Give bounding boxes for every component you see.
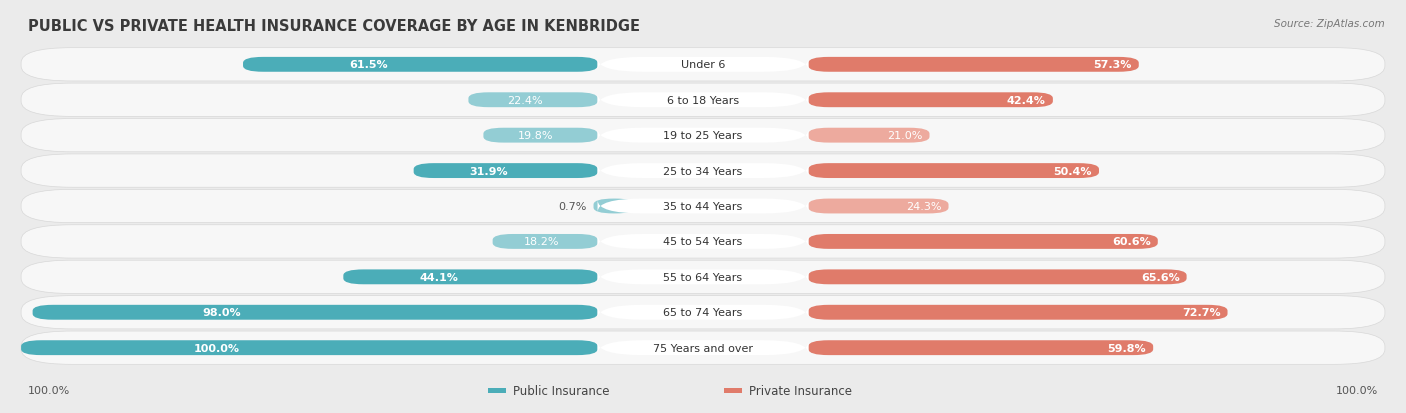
Bar [724,387,742,393]
Text: 18.2%: 18.2% [524,237,560,247]
FancyBboxPatch shape [243,58,598,73]
Text: 0.7%: 0.7% [558,202,586,211]
FancyBboxPatch shape [808,164,1099,178]
FancyBboxPatch shape [21,49,1385,82]
Text: 45 to 54 Years: 45 to 54 Years [664,237,742,247]
FancyBboxPatch shape [598,164,808,178]
Text: PUBLIC VS PRIVATE HEALTH INSURANCE COVERAGE BY AGE IN KENBRIDGE: PUBLIC VS PRIVATE HEALTH INSURANCE COVER… [28,19,640,33]
FancyBboxPatch shape [808,58,1139,73]
Bar [488,387,506,393]
FancyBboxPatch shape [598,199,808,214]
Text: 31.9%: 31.9% [468,166,508,176]
FancyBboxPatch shape [343,270,598,285]
FancyBboxPatch shape [598,93,808,108]
Text: Private Insurance: Private Insurance [749,384,852,397]
Text: 72.7%: 72.7% [1182,308,1220,318]
FancyBboxPatch shape [598,128,808,143]
FancyBboxPatch shape [21,296,1385,329]
Text: 21.0%: 21.0% [887,131,922,141]
Text: 60.6%: 60.6% [1112,237,1150,247]
Text: 50.4%: 50.4% [1053,166,1092,176]
FancyBboxPatch shape [21,154,1385,188]
Text: 65.6%: 65.6% [1140,272,1180,282]
Text: 55 to 64 Years: 55 to 64 Years [664,272,742,282]
Text: Public Insurance: Public Insurance [513,384,610,397]
FancyBboxPatch shape [21,261,1385,294]
Text: 100.0%: 100.0% [194,343,240,353]
Text: Under 6: Under 6 [681,60,725,70]
Text: 19.8%: 19.8% [517,131,553,141]
Text: 98.0%: 98.0% [202,308,240,318]
FancyBboxPatch shape [21,84,1385,117]
FancyBboxPatch shape [484,128,598,143]
FancyBboxPatch shape [808,128,929,143]
FancyBboxPatch shape [32,305,598,320]
Text: 100.0%: 100.0% [1336,385,1378,395]
Text: 75 Years and over: 75 Years and over [652,343,754,353]
FancyBboxPatch shape [21,340,598,355]
FancyBboxPatch shape [808,340,1153,355]
FancyBboxPatch shape [598,270,808,285]
FancyBboxPatch shape [808,199,949,214]
Text: 6 to 18 Years: 6 to 18 Years [666,95,740,105]
Text: 42.4%: 42.4% [1007,95,1046,105]
FancyBboxPatch shape [598,235,808,249]
Text: 22.4%: 22.4% [508,95,543,105]
FancyBboxPatch shape [413,164,598,178]
Text: 59.8%: 59.8% [1108,343,1146,353]
FancyBboxPatch shape [808,235,1157,249]
FancyBboxPatch shape [21,331,1385,364]
Text: 100.0%: 100.0% [28,385,70,395]
Text: 61.5%: 61.5% [349,60,388,70]
FancyBboxPatch shape [598,58,808,73]
FancyBboxPatch shape [593,199,636,214]
Text: 24.3%: 24.3% [905,202,942,211]
FancyBboxPatch shape [808,93,1053,108]
Text: 19 to 25 Years: 19 to 25 Years [664,131,742,141]
FancyBboxPatch shape [468,93,598,108]
FancyBboxPatch shape [492,235,598,249]
Text: Source: ZipAtlas.com: Source: ZipAtlas.com [1274,19,1385,28]
FancyBboxPatch shape [598,305,808,320]
FancyBboxPatch shape [598,340,808,355]
FancyBboxPatch shape [808,270,1187,285]
FancyBboxPatch shape [21,119,1385,152]
Text: 44.1%: 44.1% [419,272,458,282]
FancyBboxPatch shape [808,305,1227,320]
Text: 25 to 34 Years: 25 to 34 Years [664,166,742,176]
Text: 57.3%: 57.3% [1094,60,1132,70]
FancyBboxPatch shape [21,190,1385,223]
Text: 35 to 44 Years: 35 to 44 Years [664,202,742,211]
FancyBboxPatch shape [21,225,1385,259]
Text: 65 to 74 Years: 65 to 74 Years [664,308,742,318]
